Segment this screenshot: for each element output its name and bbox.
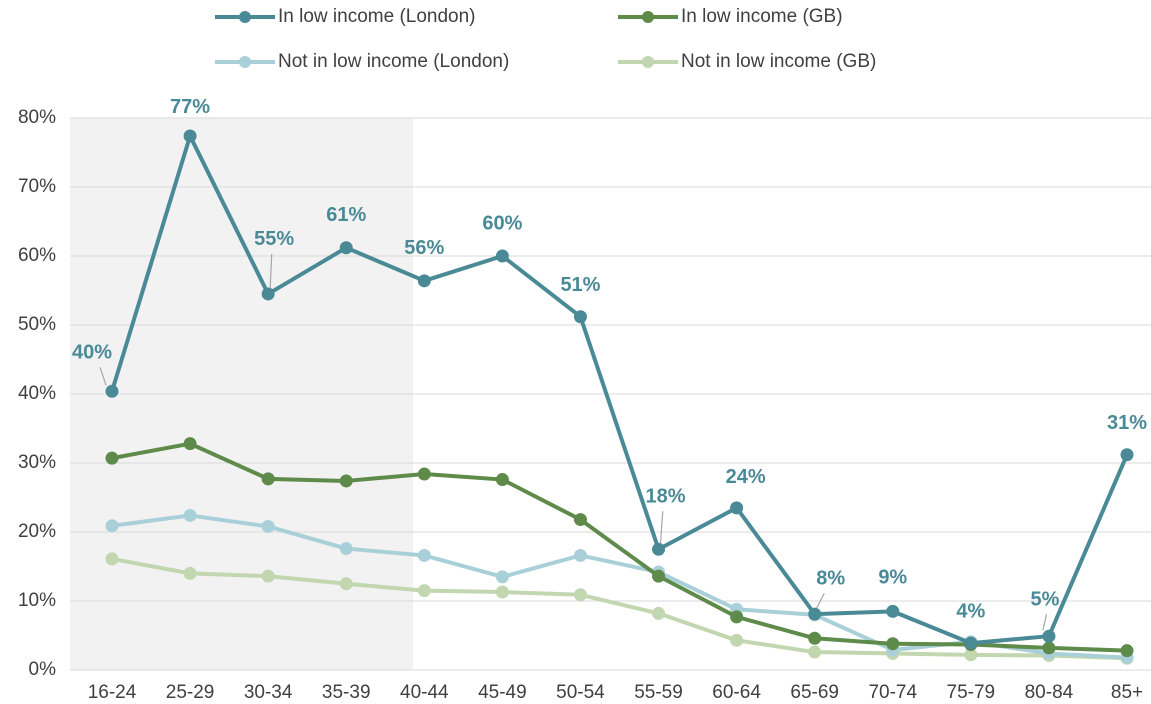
y-tick-label: 40% — [18, 383, 56, 404]
data-label: 31% — [1107, 412, 1147, 434]
y-tick-label: 50% — [18, 314, 56, 335]
x-tick-label: 60-64 — [712, 682, 761, 703]
data-label: 61% — [326, 204, 366, 226]
x-tick-label: 75-79 — [947, 682, 996, 703]
x-tick-label: 65-69 — [790, 682, 839, 703]
data-point — [495, 473, 509, 487]
leader-line — [1042, 614, 1048, 631]
data-label: 60% — [482, 212, 522, 234]
y-tick-label: 20% — [18, 521, 56, 542]
series-line — [111, 441, 1128, 653]
x-tick-label: 70-74 — [868, 682, 917, 703]
x-tick-label: 40-44 — [400, 682, 449, 703]
x-tick-label: 45-49 — [478, 682, 527, 703]
y-tick-label: 80% — [18, 107, 56, 128]
leader-line — [269, 253, 273, 288]
x-tick-label: 16-24 — [88, 682, 137, 703]
x-tick-label: 30-34 — [244, 682, 293, 703]
x-tick-label: 85+ — [1111, 682, 1143, 703]
legend-marker — [239, 11, 251, 23]
data-point — [808, 645, 822, 659]
legend-marker — [642, 56, 654, 68]
data-label: 51% — [560, 274, 600, 296]
data-label: 8% — [816, 567, 845, 589]
x-tick-label: 55-59 — [634, 682, 683, 703]
data-point — [652, 569, 666, 583]
data-point — [183, 437, 197, 451]
data-label: 9% — [878, 567, 907, 589]
legend-marker — [642, 11, 654, 23]
data-point — [417, 467, 431, 481]
data-point — [652, 606, 666, 620]
leader-line — [816, 592, 825, 609]
data-point — [808, 607, 822, 621]
data-point — [495, 570, 509, 584]
data-point — [808, 631, 822, 645]
data-point — [1042, 629, 1056, 643]
data-point — [730, 633, 744, 647]
x-tick-label: 25-29 — [166, 682, 215, 703]
data-point — [495, 249, 509, 263]
x-tick-label: 50-54 — [556, 682, 605, 703]
data-point — [964, 648, 978, 662]
data-point — [261, 569, 275, 583]
data-label: 55% — [254, 228, 294, 250]
data-label: 18% — [646, 486, 686, 508]
x-tick-label: 35-39 — [322, 682, 371, 703]
data-label: 40% — [72, 342, 112, 364]
data-point — [261, 519, 275, 533]
data-point — [1042, 641, 1056, 655]
data-point — [886, 637, 900, 651]
legend-label: In low income (GB) — [681, 6, 843, 27]
data-point — [573, 310, 587, 324]
data-point — [339, 474, 353, 488]
data-point — [105, 451, 119, 465]
data-point — [573, 548, 587, 562]
data-label: 4% — [956, 600, 985, 622]
data-point — [495, 585, 509, 599]
data-point — [183, 129, 197, 143]
data-point — [730, 501, 744, 515]
y-tick-label: 60% — [18, 245, 56, 266]
data-point — [730, 610, 744, 624]
data-label: 24% — [726, 466, 766, 488]
data-point — [183, 566, 197, 580]
legend-label: Not in low income (London) — [278, 51, 509, 72]
y-tick-label: 30% — [18, 452, 56, 473]
leader-line — [659, 511, 664, 544]
data-point — [652, 542, 666, 556]
legend-marker — [239, 56, 251, 68]
y-tick-label: 10% — [18, 590, 56, 611]
series-line — [110, 133, 1129, 646]
data-point — [339, 542, 353, 556]
data-label: 5% — [1030, 588, 1059, 610]
y-tick-label: 0% — [29, 659, 57, 680]
data-point — [183, 508, 197, 522]
data-point — [1120, 644, 1134, 658]
data-point — [417, 584, 431, 598]
data-point — [964, 636, 978, 650]
data-point — [417, 274, 431, 288]
data-point — [1120, 448, 1134, 462]
data-point — [573, 588, 587, 602]
y-tick-label: 70% — [18, 176, 56, 197]
data-point — [573, 513, 587, 527]
data-point — [886, 604, 900, 618]
data-point — [261, 287, 275, 301]
data-point — [339, 577, 353, 591]
legend-label: Not in low income (GB) — [681, 51, 876, 72]
x-tick-label: 80-84 — [1025, 682, 1074, 703]
data-point — [105, 552, 119, 566]
series-line — [111, 556, 1128, 661]
data-label: 77% — [170, 96, 210, 118]
leader-line — [99, 367, 107, 386]
data-point — [417, 548, 431, 562]
data-point — [105, 384, 119, 398]
data-point — [105, 519, 119, 533]
legend-label: In low income (London) — [278, 6, 476, 27]
data-point — [339, 241, 353, 255]
data-point — [261, 472, 275, 486]
data-label: 56% — [404, 237, 444, 259]
